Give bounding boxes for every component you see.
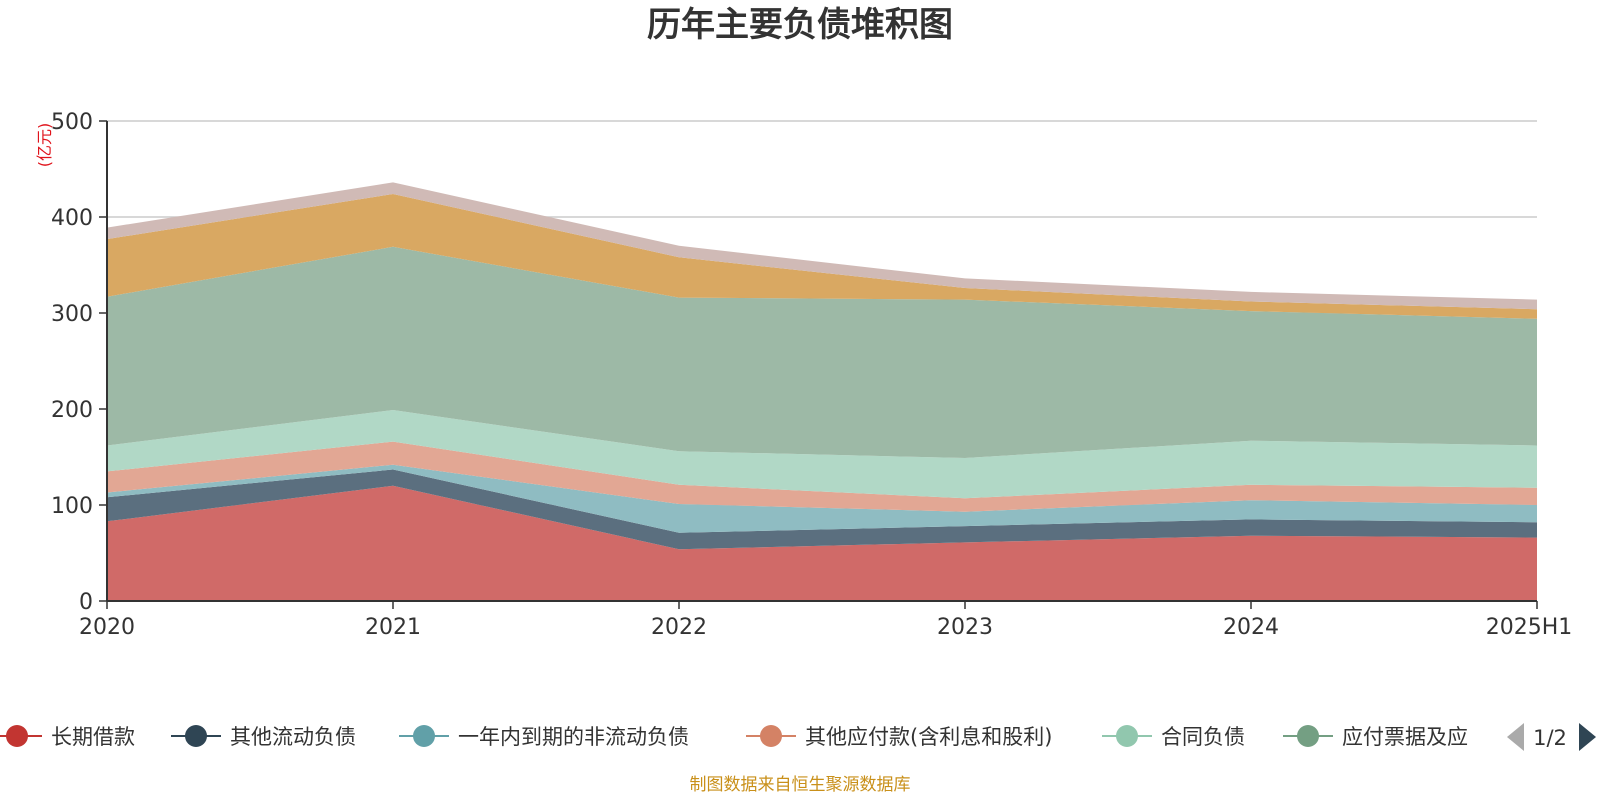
area-series-2[interactable] [107,469,1537,550]
legend-circle-marker [6,725,28,747]
legend-label: 应付票据及应 [1342,725,1468,749]
area-series-3[interactable] [107,464,1537,533]
triangle-left-icon[interactable] [1507,723,1524,751]
x-tick-label: 2023 [937,615,993,640]
legend: 长期借款 其他流动负债 一年内到期的非流动负债 其他应付款(含利息和股利) 合同负债 应付… [0,725,1468,749]
chart-title: 历年主要负债堆积图 [647,5,953,45]
x-tick-label: 2024 [1223,615,1279,640]
x-tick-label: 2025H1 [1486,615,1573,640]
y-tick-label: 300 [51,302,93,327]
x-tick-label: 2021 [365,615,421,640]
legend-item[interactable]: 一年内到期的非流动负债 [399,725,689,749]
triangle-right-icon[interactable] [1579,723,1596,751]
area-series-6[interactable] [107,246,1537,458]
legend-label: 其他流动负债 [230,725,356,749]
legend-label: 其他应付款(含利息和股利) [805,725,1052,749]
y-tick-label: 200 [51,398,93,423]
y-tick-label: 100 [51,494,93,519]
x-axis-tick-labels: 2020 2021 2022 2023 2024 2025H1 [79,615,1572,640]
x-tick-label: 2022 [651,615,707,640]
y-tick-label: 500 [51,110,93,135]
area-series-group [107,182,1537,601]
legend-item[interactable]: 合同负债 [1102,725,1245,749]
data-source-note: 制图数据来自恒生聚源数据库 [690,775,911,795]
area-series-4[interactable] [107,441,1537,512]
y-axis-tick-labels: 0 100 200 300 400 500 [51,110,93,615]
area-series-5[interactable] [107,410,1537,499]
legend-circle-marker [185,725,207,747]
x-tick-label: 2020 [79,615,135,640]
legend-label: 长期借款 [51,725,135,749]
area-series-1[interactable] [107,485,1537,601]
legend-circle-marker [1116,725,1138,747]
legend-label: 一年内到期的非流动负债 [458,725,689,749]
y-axis-unit-label: (亿元) [35,123,54,168]
legend-item[interactable]: 长期借款 [0,725,135,749]
legend-label: 合同负债 [1161,725,1245,749]
legend-pager: 1/2 [1507,723,1596,751]
legend-item[interactable]: 其他应付款(含利息和股利) [746,725,1052,749]
area-series-7[interactable] [107,194,1537,319]
legend-circle-marker [760,725,782,747]
legend-item[interactable]: 应付票据及应 [1283,725,1468,749]
area-series-8[interactable] [107,182,1537,310]
legend-circle-marker [413,725,435,747]
axes [106,121,1538,609]
legend-page-indicator: 1/2 [1533,726,1567,750]
legend-item[interactable]: 其他流动负债 [171,725,356,749]
y-tick-label: 0 [79,590,93,615]
y-tick-label: 400 [51,206,93,231]
legend-circle-marker [1297,725,1319,747]
